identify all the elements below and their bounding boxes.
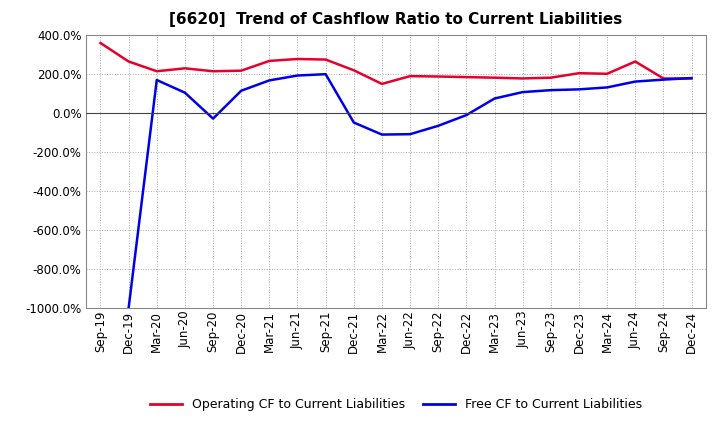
Operating CF to Current Liabilities	[603, 71, 611, 77]
Free CF to Current Liabilities	[377, 132, 386, 137]
Operating CF to Current Liabilities	[265, 58, 274, 63]
Free CF to Current Liabilities	[125, 305, 133, 311]
Operating CF to Current Liabilities	[349, 68, 358, 73]
Operating CF to Current Liabilities	[462, 74, 471, 80]
Operating CF to Current Liabilities	[434, 74, 443, 79]
Operating CF to Current Liabilities	[406, 73, 415, 79]
Operating CF to Current Liabilities	[575, 70, 583, 76]
Free CF to Current Liabilities	[406, 132, 415, 137]
Free CF to Current Liabilities	[181, 90, 189, 95]
Title: [6620]  Trend of Cashflow Ratio to Current Liabilities: [6620] Trend of Cashflow Ratio to Curren…	[169, 12, 623, 27]
Operating CF to Current Liabilities	[631, 59, 639, 64]
Operating CF to Current Liabilities	[490, 75, 499, 81]
Operating CF to Current Liabilities	[687, 76, 696, 81]
Free CF to Current Liabilities	[490, 96, 499, 101]
Operating CF to Current Liabilities	[125, 59, 133, 64]
Free CF to Current Liabilities	[631, 79, 639, 84]
Operating CF to Current Liabilities	[181, 66, 189, 71]
Free CF to Current Liabilities	[349, 120, 358, 125]
Free CF to Current Liabilities	[462, 113, 471, 118]
Operating CF to Current Liabilities	[659, 76, 667, 81]
Free CF to Current Liabilities	[237, 88, 246, 93]
Operating CF to Current Liabilities	[209, 69, 217, 74]
Operating CF to Current Liabilities	[518, 76, 527, 81]
Free CF to Current Liabilities	[603, 85, 611, 90]
Free CF to Current Liabilities	[434, 123, 443, 128]
Free CF to Current Liabilities	[518, 89, 527, 95]
Free CF to Current Liabilities	[575, 87, 583, 92]
Operating CF to Current Liabilities	[96, 40, 105, 46]
Free CF to Current Liabilities	[659, 77, 667, 82]
Line: Operating CF to Current Liabilities: Operating CF to Current Liabilities	[101, 43, 691, 84]
Free CF to Current Liabilities	[265, 78, 274, 83]
Free CF to Current Liabilities	[153, 77, 161, 83]
Operating CF to Current Liabilities	[153, 69, 161, 74]
Line: Free CF to Current Liabilities: Free CF to Current Liabilities	[129, 74, 691, 308]
Operating CF to Current Liabilities	[321, 57, 330, 62]
Operating CF to Current Liabilities	[377, 81, 386, 87]
Free CF to Current Liabilities	[546, 88, 555, 93]
Free CF to Current Liabilities	[209, 116, 217, 121]
Operating CF to Current Liabilities	[293, 56, 302, 62]
Free CF to Current Liabilities	[321, 72, 330, 77]
Operating CF to Current Liabilities	[546, 75, 555, 81]
Free CF to Current Liabilities	[687, 75, 696, 81]
Legend: Operating CF to Current Liabilities, Free CF to Current Liabilities: Operating CF to Current Liabilities, Fre…	[145, 393, 647, 416]
Free CF to Current Liabilities	[293, 73, 302, 78]
Operating CF to Current Liabilities	[237, 68, 246, 73]
